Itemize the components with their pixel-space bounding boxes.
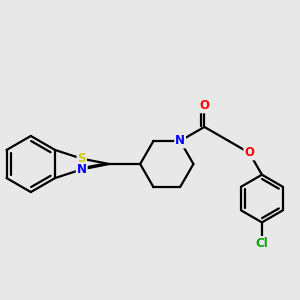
Text: O: O [200,99,209,112]
Text: Cl: Cl [256,237,268,250]
Text: O: O [244,146,254,159]
Text: S: S [77,152,86,165]
Text: N: N [77,163,87,176]
Text: N: N [175,134,185,148]
